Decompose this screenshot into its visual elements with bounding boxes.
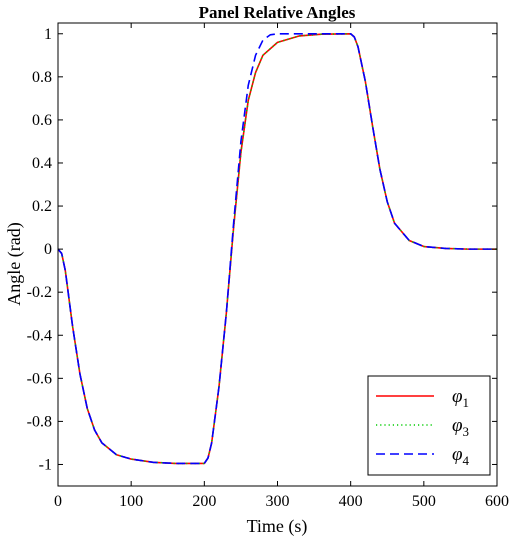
y-tick-label: 0.4 bbox=[32, 155, 52, 172]
legend-box bbox=[367, 375, 491, 476]
legend-subscript: 1 bbox=[463, 395, 470, 410]
chart-title: Panel Relative Angles bbox=[199, 3, 356, 22]
x-axis-label: Time (s) bbox=[247, 516, 308, 537]
x-tick-label: 100 bbox=[119, 493, 143, 510]
series-group bbox=[58, 32, 497, 465]
legend-symbol: φ bbox=[452, 444, 463, 465]
y-tick-label: -1 bbox=[39, 456, 52, 473]
y-tick-label: 0.2 bbox=[32, 198, 52, 215]
x-tick-label: 600 bbox=[485, 493, 509, 510]
x-tick-label: 200 bbox=[192, 493, 216, 510]
legend-symbol: φ bbox=[452, 386, 463, 407]
axis-ticks: 0 100 200 300 400 500 600 1 0.8 0.6 0.4 0.2 0 -0.2 -0.… bbox=[27, 22, 509, 510]
legend-subscript: 4 bbox=[463, 453, 470, 468]
x-tick-label: 300 bbox=[266, 493, 290, 510]
legend-entry-2: φ3 bbox=[452, 415, 469, 439]
y-tick-label: 1 bbox=[44, 26, 52, 43]
y-axis-label: Angle (rad) bbox=[4, 222, 25, 305]
x-tick-label: 400 bbox=[339, 493, 363, 510]
y-tick-label: -0.4 bbox=[27, 327, 52, 344]
x-tick-label: 0 bbox=[54, 493, 62, 510]
y-tick-label: 0.6 bbox=[32, 112, 52, 129]
y-tick-label: -0.2 bbox=[27, 284, 52, 301]
y-tick-label: 0.8 bbox=[32, 69, 52, 86]
x-tick-label: 500 bbox=[412, 493, 436, 510]
y-tick-label: -0.8 bbox=[27, 413, 52, 430]
legend-entry-1: φ1 bbox=[452, 386, 469, 410]
legend-entry-3: φ4 bbox=[452, 444, 470, 468]
y-tick-label: 0 bbox=[44, 241, 52, 258]
y-tick-label: -0.6 bbox=[27, 370, 52, 387]
legend-symbol: φ bbox=[452, 415, 463, 436]
series-line-3 bbox=[58, 32, 497, 465]
legend-subscript: 3 bbox=[463, 424, 470, 439]
